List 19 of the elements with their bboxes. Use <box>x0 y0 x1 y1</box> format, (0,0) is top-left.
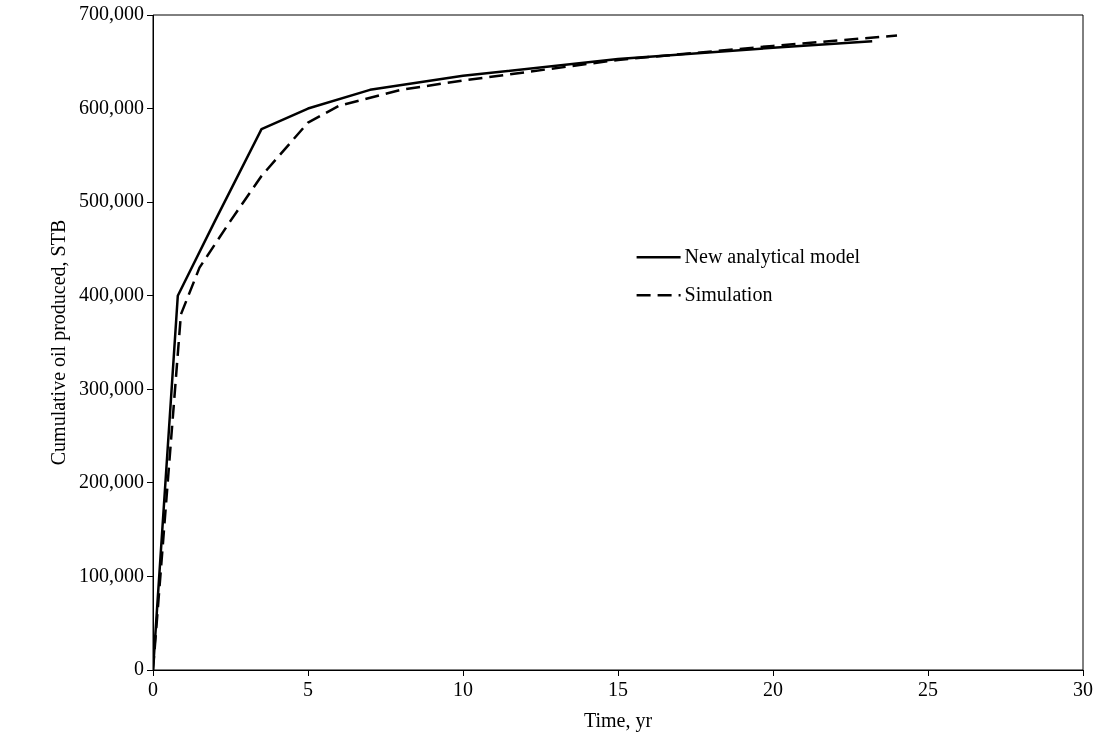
y-tick-label: 500,000 <box>79 189 144 212</box>
x-tick-label: 30 <box>1073 678 1093 701</box>
x-tick-label: 25 <box>918 678 938 701</box>
y-tick-label: 600,000 <box>79 95 144 118</box>
x-tick-label: 20 <box>763 678 783 701</box>
legend-label: Simulation <box>684 282 773 305</box>
y-tick-label: 100,000 <box>79 563 144 586</box>
y-axis-title: Cumulative oil produced, STB <box>47 219 71 466</box>
y-tick-label: 400,000 <box>79 282 144 305</box>
x-tick-label: 0 <box>148 678 158 701</box>
legend-label: New analytical model <box>684 244 861 268</box>
y-tick-label: 0 <box>134 657 144 680</box>
x-axis-title: Time, yr <box>583 709 653 733</box>
x-tick-label: 15 <box>608 678 628 701</box>
x-tick-label: 5 <box>303 678 313 701</box>
x-tick-label: 10 <box>453 678 473 701</box>
y-tick-label: 200,000 <box>79 470 144 493</box>
y-tick-label: 700,000 <box>79 2 144 25</box>
y-tick-label: 300,000 <box>79 376 144 399</box>
